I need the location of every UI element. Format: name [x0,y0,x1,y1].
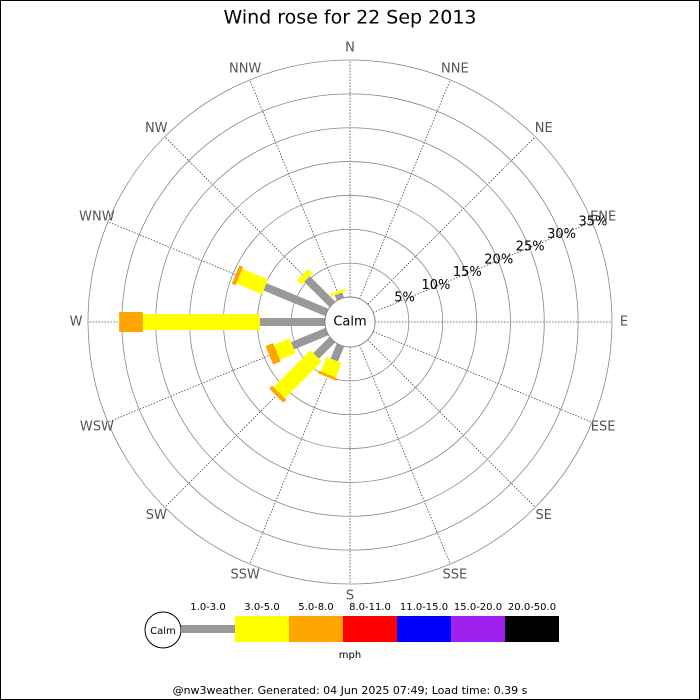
direction-label: SSW [230,568,260,583]
bar-segment [269,385,287,403]
spoke [372,221,593,313]
direction-label: ESE [591,419,616,434]
r-tick-label: 15% [453,265,482,280]
legend-label: 5.0-8.0 [298,602,333,613]
calm-circle [324,296,376,348]
legend-label: 15.0-20.0 [454,602,502,613]
direction-label: W [70,315,83,330]
direction-bar [329,288,346,301]
direction-label: NNE [441,61,469,76]
bar-segment [231,265,244,286]
direction-label: ENE [590,210,616,225]
bars [119,265,346,403]
chart-title: Wind rose for 22 Sep 2013 [223,7,476,29]
legend-swatch [235,616,289,642]
direction-bar [269,336,336,403]
grid-ring [87,59,613,585]
bar-segment [296,268,313,285]
legend-label: 8.0-11.0 [349,602,391,613]
bar-segment [265,343,281,365]
spoke [359,79,451,300]
bar-segment [304,276,336,308]
r-tick-label: 30% [547,227,576,242]
direction-label: SSE [442,568,467,583]
direction-label: N [345,41,355,56]
legend-swatch [289,616,343,642]
footer: @nw3weather. Generated: 04 Jun 2025 07:4… [173,684,528,697]
direction-bar [231,265,329,317]
legend-swatch [343,616,397,642]
bar-segment [273,350,322,399]
r-tick-label: 25% [516,240,545,255]
direction-bar [296,268,336,308]
direction-label: SE [536,508,552,523]
bar-segment [317,370,338,381]
spoke [249,344,341,565]
spoke [249,79,341,300]
calm-label: Calm [333,315,366,330]
spoke [367,136,536,305]
legend-calm-label: Calm [150,626,176,637]
direction-label: NW [145,121,168,136]
direction-label: WSW [80,419,114,434]
legend-swatch [397,616,451,642]
bar-segment [313,336,336,359]
direction-label: WNW [79,210,115,225]
bar-segment [263,283,329,317]
bar-segment [273,338,296,360]
bar-segment [142,314,260,330]
bar-segment [236,268,269,295]
direction-bar [265,327,329,365]
direction-label: E [620,315,628,330]
legend-label: 20.0-50.0 [508,602,556,613]
spoke [372,331,593,423]
legend-swatch [451,616,505,642]
spoke [367,339,536,508]
legend-title: mph [339,650,361,661]
legend-swatch [181,625,235,633]
direction-label: NNW [229,61,261,76]
r-tick-label: 5% [394,290,415,305]
legend-swatch [505,616,559,642]
legend-label: 11.0-15.0 [400,602,448,613]
direction-label: NE [535,121,553,136]
direction-bar [119,312,325,332]
bar-segment [119,312,143,332]
direction-label: SW [146,508,167,523]
spoke [359,344,451,565]
bar-segment [259,318,325,326]
bar-segment [334,292,345,301]
direction-bar [317,343,345,381]
legend-label: 1.0-3.0 [190,602,225,613]
direction-label: S [346,589,354,604]
legend-label: 3.0-5.0 [244,602,279,613]
bar-segment [329,288,346,297]
bar-segment [320,357,342,378]
r-tick-label: 35% [578,214,607,229]
r-tick-label: 10% [422,278,451,293]
r-tick-label: 20% [484,252,513,267]
bar-segment [330,343,345,362]
bar-segment [290,327,329,350]
